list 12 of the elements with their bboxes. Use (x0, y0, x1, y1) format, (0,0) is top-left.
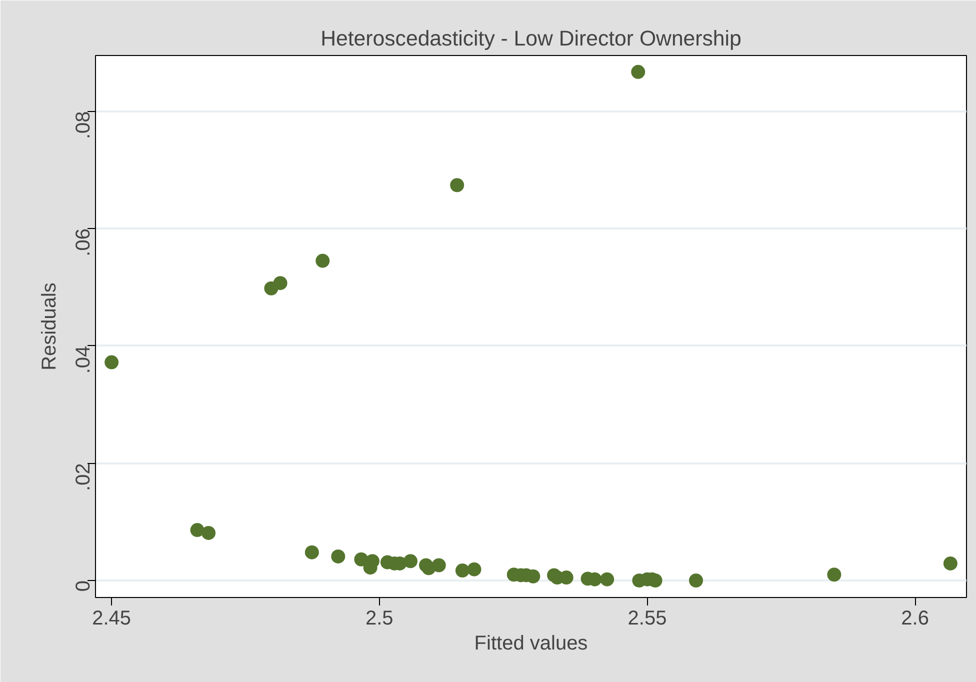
y-tick-label: 0 (72, 580, 94, 592)
x-tick-label: 2.5 (366, 608, 394, 630)
chart-title: Heteroscedasticity - Low Director Ownership (320, 26, 742, 50)
y-tick-label: .06 (72, 228, 94, 256)
x-tick-label: 2.55 (628, 608, 667, 630)
x-tick-label: 2.6 (901, 608, 929, 630)
y-axis-title: Residuals (38, 282, 60, 370)
y-tick-label: .02 (72, 463, 94, 491)
x-axis-title: Fitted values (474, 632, 588, 654)
x-tick-label: 2.45 (92, 608, 132, 630)
y-tick-label: .08 (72, 111, 94, 140)
y-tick-label: .04 (72, 346, 94, 374)
